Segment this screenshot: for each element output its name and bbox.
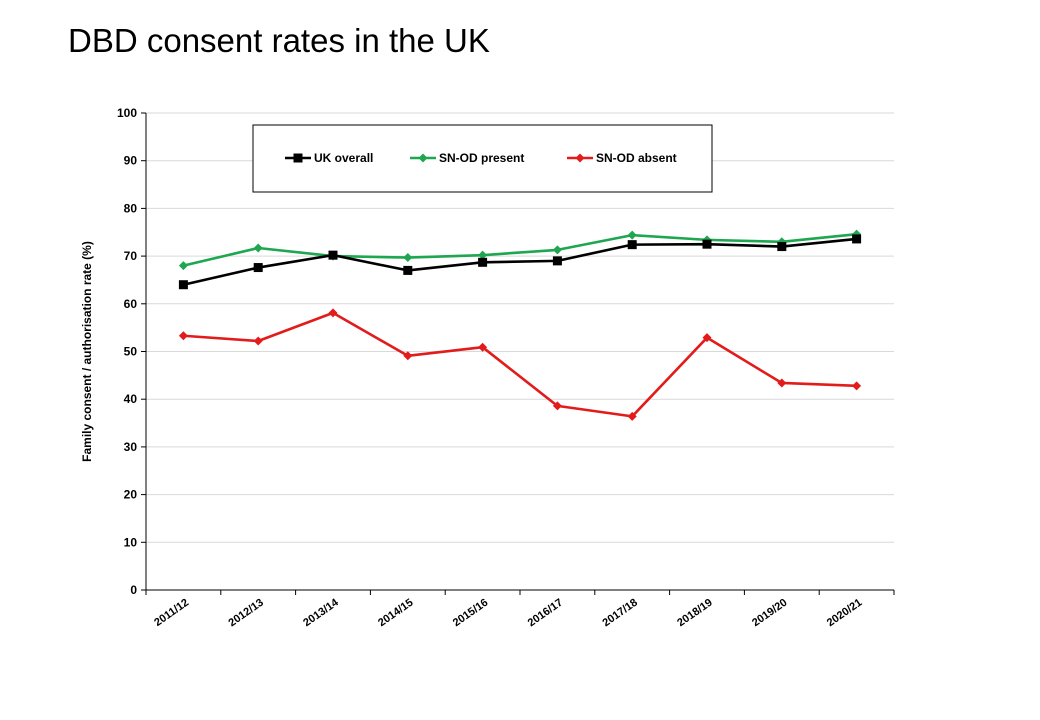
data-point-square <box>403 265 413 275</box>
series-sn-od-absent <box>178 308 862 421</box>
data-point-diamond <box>178 261 188 271</box>
slide-title: DBD consent rates in the UK <box>68 22 490 59</box>
data-point-diamond <box>552 245 562 255</box>
data-point-square <box>478 257 488 267</box>
x-tick-label: 2019/20 <box>750 597 789 630</box>
data-point-square <box>702 239 712 249</box>
data-point-diamond <box>403 351 413 361</box>
data-point-square <box>293 153 303 163</box>
legend-entry: UK overall <box>285 151 373 165</box>
data-point-square <box>328 250 338 260</box>
data-point-square <box>253 263 263 273</box>
y-axis-label: Family consent / authorisation rate (%) <box>80 241 94 462</box>
y-tick-label: 30 <box>124 440 138 454</box>
legend-label: SN-OD absent <box>596 151 677 165</box>
data-point-diamond <box>478 250 488 260</box>
data-point-square <box>552 256 562 266</box>
x-tick-label: 2011/12 <box>152 597 191 629</box>
data-point-square <box>627 240 637 250</box>
y-tick-label: 20 <box>124 488 138 502</box>
data-point-diamond <box>852 381 862 391</box>
legend-entry: SN-OD present <box>410 151 524 165</box>
legend-label: UK overall <box>314 151 373 165</box>
series-line <box>183 311 857 418</box>
axes <box>141 112 895 595</box>
data-point-diamond <box>627 411 637 421</box>
x-tick-label: 2018/19 <box>675 597 714 630</box>
y-tick-label: 100 <box>117 106 137 120</box>
x-tick-label: 2020/21 <box>825 597 864 630</box>
x-tick-label: 2014/15 <box>376 597 415 630</box>
data-point-square <box>852 234 862 244</box>
y-tick-label: 90 <box>124 154 138 168</box>
series-sn-od-present <box>178 229 862 271</box>
y-tick-label: 60 <box>124 297 138 311</box>
data-point-diamond <box>478 342 488 352</box>
legend-box <box>252 124 713 193</box>
x-tick-label: 2017/18 <box>600 597 639 630</box>
data-point-diamond <box>253 336 263 346</box>
legend-label: SN-OD present <box>439 151 524 165</box>
data-point-diamond <box>777 378 787 388</box>
legend: UK overall SN-OD present SN-OD absent <box>252 124 713 193</box>
data-point-diamond <box>253 243 263 253</box>
series-line <box>183 232 857 267</box>
y-tick-label: 80 <box>124 201 138 215</box>
data-point-diamond <box>178 331 188 341</box>
x-tick-label: 2015/16 <box>451 597 490 630</box>
y-tick-label: 10 <box>124 535 138 549</box>
data-point-diamond <box>403 253 413 263</box>
y-tick-label: 70 <box>124 249 138 263</box>
data-point-square <box>178 280 188 290</box>
x-tick-label: 2016/17 <box>526 597 565 630</box>
series-uk-overall <box>178 234 862 290</box>
x-tick-label: 2012/13 <box>226 597 265 630</box>
series-line <box>183 237 857 286</box>
data-point-diamond <box>418 153 428 163</box>
data-point-diamond <box>328 308 338 318</box>
series-lines <box>178 229 862 421</box>
data-point-diamond <box>702 333 712 343</box>
data-point-diamond <box>627 230 637 240</box>
y-tick-label: 50 <box>124 345 138 359</box>
data-point-square <box>777 242 787 252</box>
data-point-diamond <box>552 401 562 411</box>
data-point-diamond <box>575 153 585 163</box>
legend-entry: SN-OD absent <box>567 151 677 165</box>
x-tick-label: 2013/14 <box>301 596 341 629</box>
y-tick-label: 40 <box>124 392 138 406</box>
y-tick-label: 0 <box>130 583 137 597</box>
